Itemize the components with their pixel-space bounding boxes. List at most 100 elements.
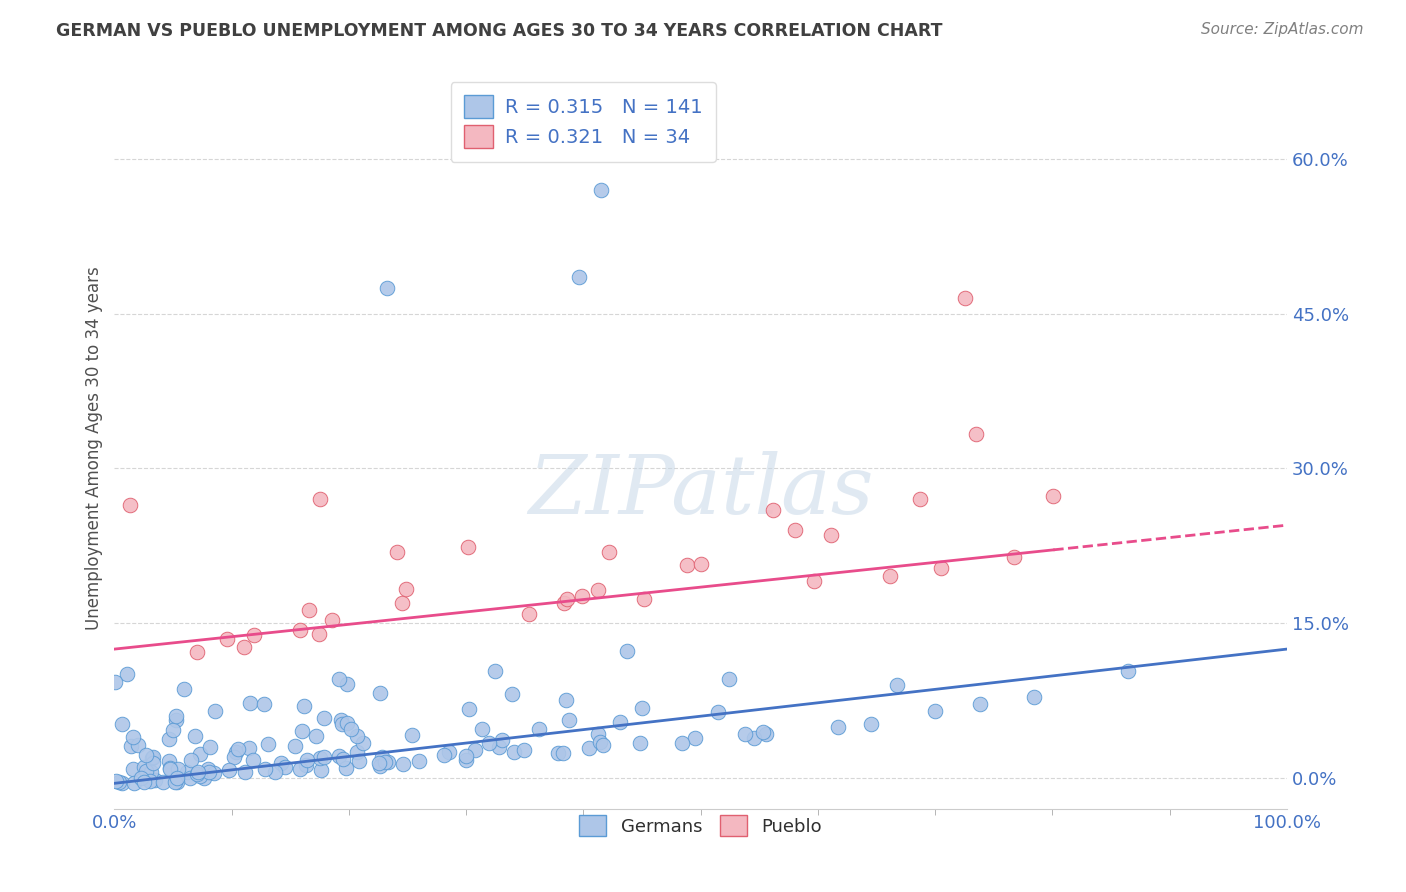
Point [226, 742, 249, 756]
Point [631, 701, 654, 715]
Point [501, 687, 523, 701]
Point [197, 764, 219, 779]
Point [377, 756, 399, 770]
Point [433, 747, 456, 762]
Point [121, 762, 143, 776]
Point [129, 771, 152, 785]
Point [312, 711, 335, 725]
Point [370, 758, 392, 772]
Point [785, 523, 807, 537]
Point [1002, 549, 1025, 564]
Point [676, 558, 699, 573]
Point [340, 723, 363, 737]
Point [188, 769, 211, 783]
Point [598, 545, 620, 559]
Point [115, 666, 138, 681]
Point [336, 676, 359, 690]
Point [122, 776, 145, 790]
Point [628, 735, 651, 749]
Point [633, 592, 655, 607]
Point [141, 751, 163, 765]
Text: GERMAN VS PUEBLO UNEMPLOYMENT AMONG AGES 30 TO 34 YEARS CORRELATION CHART: GERMAN VS PUEBLO UNEMPLOYMENT AMONG AGES… [56, 22, 943, 40]
Point [292, 698, 315, 713]
Point [734, 727, 756, 741]
Point [142, 749, 165, 764]
Point [270, 756, 292, 771]
Point [139, 764, 162, 779]
Point [187, 765, 209, 780]
Point [215, 632, 238, 646]
Point [159, 762, 181, 776]
Point [179, 771, 201, 785]
Point [391, 596, 413, 610]
Point [503, 745, 526, 759]
Point [288, 762, 311, 776]
Point [368, 686, 391, 700]
Point [135, 764, 157, 778]
Point [104, 774, 127, 789]
Point [553, 746, 575, 760]
Point [755, 727, 778, 741]
Point [298, 603, 321, 617]
Text: ZIPatlas: ZIPatlas [527, 451, 873, 531]
Point [204, 705, 226, 719]
Point [253, 697, 276, 711]
Point [717, 672, 740, 686]
Point [305, 729, 328, 743]
Point [568, 270, 591, 285]
Point [969, 697, 991, 711]
Point [555, 692, 578, 706]
Point [198, 739, 221, 754]
Point [235, 764, 257, 779]
Point [159, 761, 181, 775]
Point [463, 743, 485, 757]
Point [555, 592, 578, 607]
Point [142, 756, 165, 770]
Point [370, 750, 392, 764]
Point [368, 756, 391, 771]
Y-axis label: Unemployment Among Ages 30 to 34 years: Unemployment Among Ages 30 to 34 years [86, 266, 103, 630]
Point [127, 738, 149, 752]
Point [166, 775, 188, 789]
Point [176, 764, 198, 779]
Point [167, 762, 190, 776]
Point [346, 745, 368, 759]
Point [173, 681, 195, 696]
Point [860, 716, 883, 731]
Point [132, 760, 155, 774]
Point [588, 727, 610, 741]
Point [484, 665, 506, 679]
Point [222, 749, 245, 764]
Point [478, 735, 501, 749]
Point [456, 748, 478, 763]
Point [104, 675, 127, 690]
Point [165, 709, 187, 723]
Point [592, 738, 614, 752]
Legend: Germans, Pueblo: Germans, Pueblo [572, 808, 830, 844]
Point [321, 613, 343, 627]
Point [295, 758, 318, 772]
Point [707, 705, 730, 719]
Point [762, 502, 785, 516]
Point [924, 704, 946, 718]
Point [616, 643, 638, 657]
Point [309, 751, 332, 765]
Point [349, 754, 371, 768]
Point [395, 582, 418, 597]
Point [908, 492, 931, 507]
Point [309, 763, 332, 777]
Point [965, 426, 987, 441]
Point [953, 291, 976, 305]
Point [274, 760, 297, 774]
Point [308, 627, 330, 641]
Point [375, 281, 398, 295]
Point [242, 753, 264, 767]
Text: Source: ZipAtlas.com: Source: ZipAtlas.com [1201, 22, 1364, 37]
Point [108, 774, 131, 789]
Point [689, 557, 711, 571]
Point [512, 742, 534, 756]
Point [488, 740, 510, 755]
Point [239, 696, 262, 710]
Point [257, 737, 280, 751]
Point [336, 715, 359, 730]
